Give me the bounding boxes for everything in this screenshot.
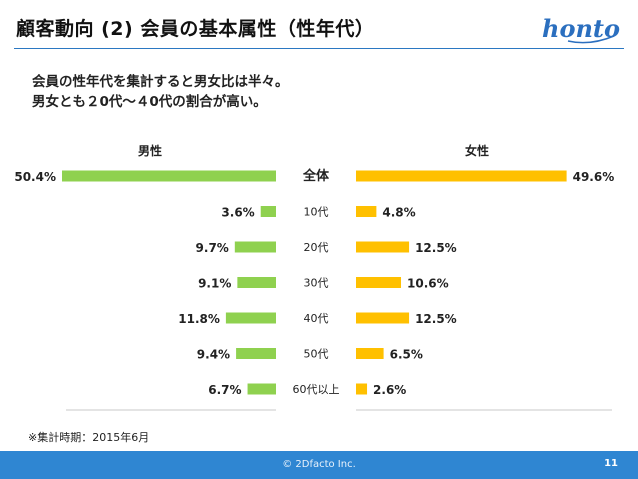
data-label-female: 10.6% xyxy=(407,277,449,291)
title-divider xyxy=(14,48,624,49)
bar-female xyxy=(356,241,410,253)
category-label: 50代 xyxy=(304,348,329,361)
description-line-1: 会員の性年代を集計すると男女比は半々。 xyxy=(32,74,289,90)
data-label-male: 3.6% xyxy=(221,206,254,220)
bar-female xyxy=(356,170,567,182)
bar-male xyxy=(62,170,276,182)
bar-male xyxy=(236,348,276,359)
bar-male xyxy=(260,206,276,217)
honto-logo: honto xyxy=(542,14,620,44)
copyright: © 2Dfacto Inc. xyxy=(282,459,356,470)
data-label-female: 12.5% xyxy=(415,312,457,326)
data-label-female: 6.5% xyxy=(390,348,423,362)
category-label: 60代以上 xyxy=(293,383,340,396)
data-label-male: 50.4% xyxy=(14,170,56,184)
series-label-female: 女性 xyxy=(465,143,489,158)
bar-male xyxy=(247,383,276,395)
category-label: 20代 xyxy=(304,241,329,254)
category-label: 10代 xyxy=(304,206,329,219)
data-label-male: 9.4% xyxy=(197,348,230,362)
data-label-male: 11.8% xyxy=(178,312,220,326)
bar-female xyxy=(356,348,384,359)
page-title: 顧客動向 (2) 会員の基本属性（性年代） xyxy=(16,18,375,40)
data-label-female: 12.5% xyxy=(415,241,457,255)
data-label-male: 9.7% xyxy=(196,241,229,255)
category-label: 30代 xyxy=(304,277,329,290)
bar-female xyxy=(356,277,402,288)
bar-male xyxy=(234,241,276,253)
category-label: 全体 xyxy=(302,168,330,184)
bar-male xyxy=(225,312,276,324)
footer-bar: © 2Dfacto Inc. 11 xyxy=(0,451,638,479)
description: 会員の性年代を集計すると男女比は半々。 男女とも２0代～４0代の割合が高い。 xyxy=(32,72,289,112)
page-number: 11 xyxy=(604,458,618,469)
data-label-female: 49.6% xyxy=(573,170,615,184)
bar-male xyxy=(237,277,276,288)
data-label-male: 6.7% xyxy=(208,383,241,397)
series-label-male: 男性 xyxy=(138,143,162,158)
description-line-2: 男女とも２0代～４0代の割合が高い。 xyxy=(32,94,267,110)
survey-period-note: ※集計時期：2015年6月 xyxy=(28,431,150,444)
data-label-male: 9.1% xyxy=(198,277,231,291)
data-label-female: 4.8% xyxy=(382,206,415,220)
data-label-female: 2.6% xyxy=(373,383,406,397)
category-label: 40代 xyxy=(304,312,329,325)
bar-female xyxy=(356,206,377,217)
bar-female xyxy=(356,312,410,324)
bar-female xyxy=(356,383,368,395)
